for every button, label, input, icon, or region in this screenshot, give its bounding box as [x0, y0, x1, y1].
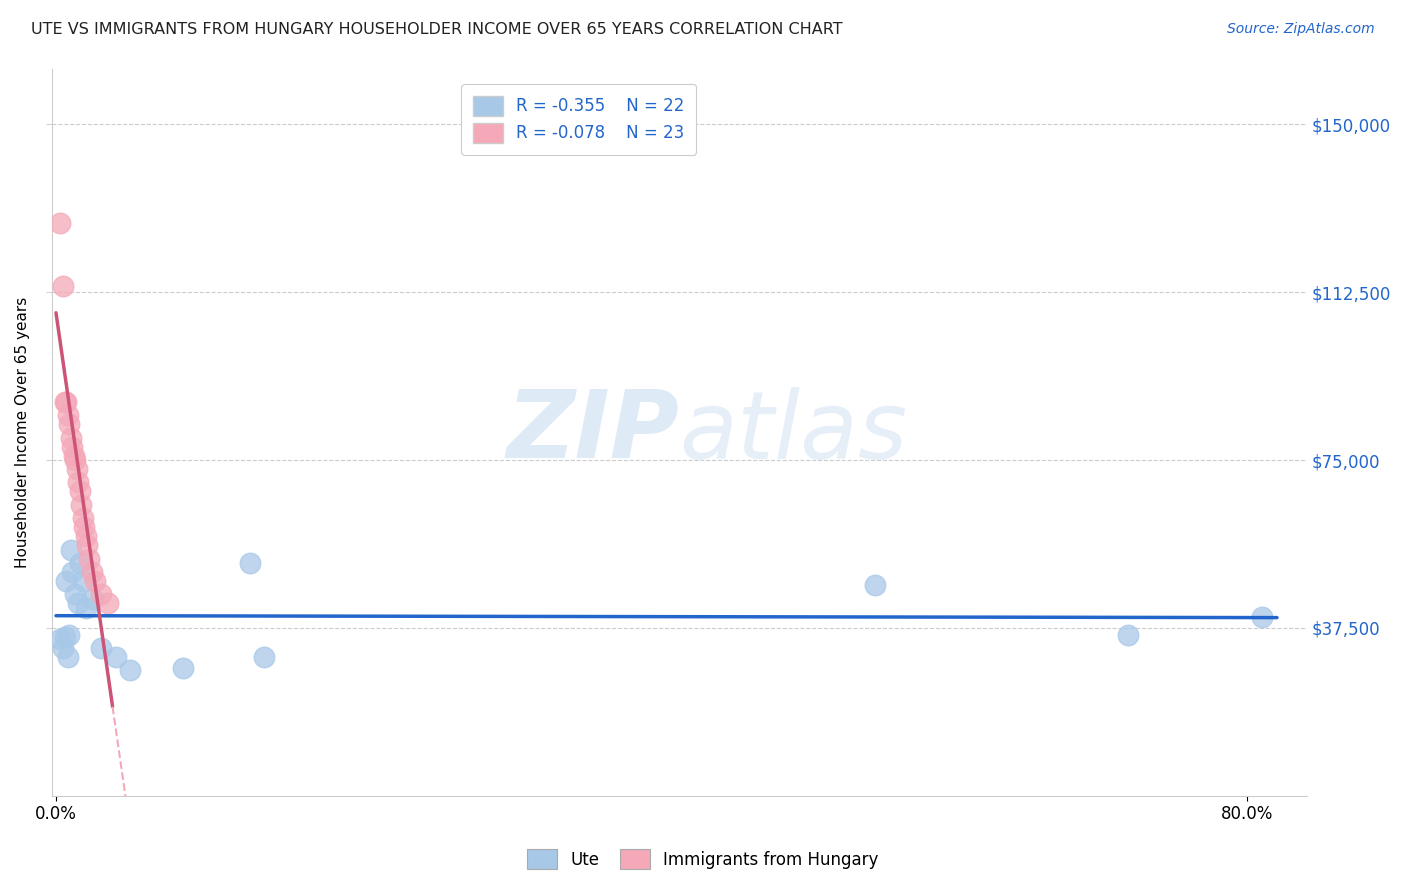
Legend: R = -0.355    N = 22, R = -0.078    N = 23: R = -0.355 N = 22, R = -0.078 N = 23: [461, 84, 696, 155]
Point: [55, 395, 77, 409]
Point: [60, 565, 83, 579]
Point: [72, 574, 94, 588]
Point: [77, 551, 100, 566]
Point: [863, 578, 886, 592]
Point: [75, 529, 97, 543]
Y-axis label: Householder Income Over 65 years: Householder Income Over 65 years: [15, 296, 30, 568]
Point: [55, 574, 77, 588]
Text: atlas: atlas: [679, 386, 907, 477]
Point: [239, 556, 262, 570]
Point: [90, 587, 112, 601]
Point: [56, 650, 79, 665]
Text: UTE VS IMMIGRANTS FROM HUNGARY HOUSEHOLDER INCOME OVER 65 YEARS CORRELATION CHAR: UTE VS IMMIGRANTS FROM HUNGARY HOUSEHOLD…: [31, 22, 842, 37]
Point: [65, 587, 87, 601]
Point: [65, 453, 87, 467]
Point: [60, 440, 83, 454]
Point: [1116, 627, 1139, 641]
Point: [76, 538, 98, 552]
Point: [56, 409, 79, 423]
Point: [75, 600, 97, 615]
Point: [72, 511, 94, 525]
Point: [58, 417, 80, 432]
Point: [83, 574, 105, 588]
Point: [67, 596, 90, 610]
Point: [59, 542, 82, 557]
Point: [1251, 609, 1274, 624]
Point: [67, 475, 90, 490]
Point: [82, 591, 104, 606]
Point: [53, 395, 76, 409]
Point: [97, 596, 120, 610]
Point: [120, 664, 142, 678]
Point: [52, 641, 75, 656]
Text: Source: ZipAtlas.com: Source: ZipAtlas.com: [1227, 22, 1375, 37]
Point: [63, 449, 86, 463]
Point: [49, 216, 72, 230]
Point: [69, 484, 91, 499]
Point: [59, 431, 82, 445]
Point: [58, 627, 80, 641]
Point: [49, 632, 72, 647]
Text: ZIP: ZIP: [506, 386, 679, 478]
Point: [69, 556, 91, 570]
Point: [70, 498, 93, 512]
Point: [53, 630, 76, 644]
Legend: Ute, Immigrants from Hungary: Ute, Immigrants from Hungary: [517, 838, 889, 880]
Point: [104, 650, 127, 665]
Point: [52, 278, 75, 293]
Point: [73, 520, 96, 534]
Point: [80, 565, 103, 579]
Point: [66, 462, 89, 476]
Point: [90, 641, 112, 656]
Point: [172, 661, 194, 675]
Point: [253, 650, 276, 665]
